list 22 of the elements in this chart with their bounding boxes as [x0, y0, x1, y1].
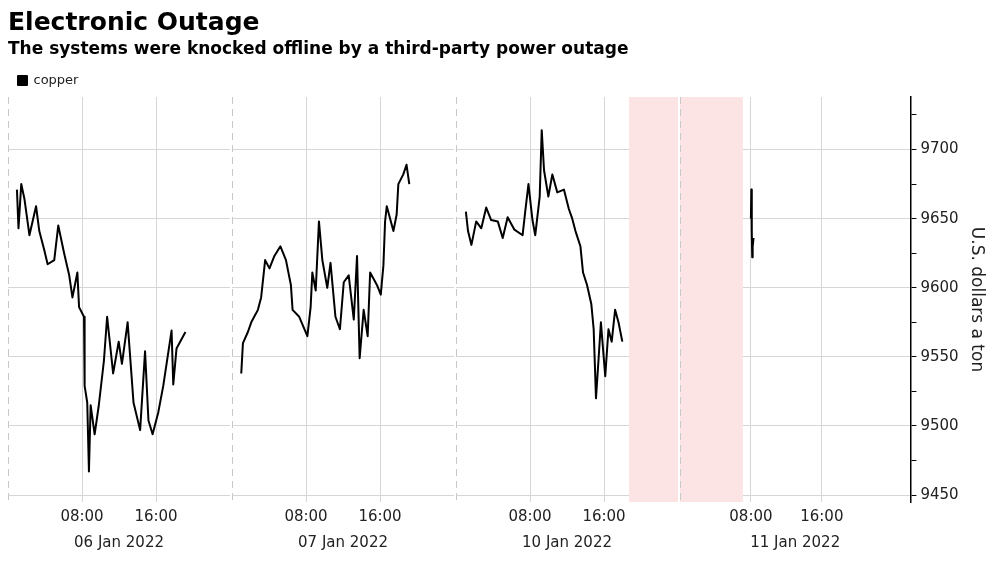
x-axis-title: 10 Jan 2022 [522, 532, 612, 551]
x-tick-label: 16:00 [582, 506, 626, 525]
x-axis-title: 11 Jan 2022 [750, 532, 841, 551]
x-tick-label: 16:00 [800, 506, 844, 525]
text: The systems were knocked offline by a third-party power outage [8, 37, 630, 60]
x-tick-label: 16:00 [134, 506, 178, 525]
x-tick-label: 16:00 [358, 506, 402, 525]
y-tick-label: 9500 [920, 415, 959, 434]
x-tick-label: 08:00 [729, 506, 773, 525]
chart-title: Electronic Outage [8, 7, 261, 36]
y-tick-label: 9550 [920, 346, 959, 365]
y-tick-label: 9650 [920, 208, 959, 227]
x-tick-label: 08:00 [508, 506, 552, 525]
y-tick-label: 9600 [920, 277, 959, 296]
x-axis-title: 06 Jan 2022 [74, 532, 164, 551]
y-tick-label: 9450 [920, 484, 959, 503]
y-axis-title: U.S. dollars a ton [968, 226, 989, 373]
y-tick-label: 9700 [920, 139, 959, 158]
x-tick-label: 08:00 [284, 506, 328, 525]
x-tick-label: 08:00 [60, 506, 104, 525]
x-axis-title: 07 Jan 2022 [298, 532, 388, 551]
legend-label: copper [33, 71, 80, 87]
